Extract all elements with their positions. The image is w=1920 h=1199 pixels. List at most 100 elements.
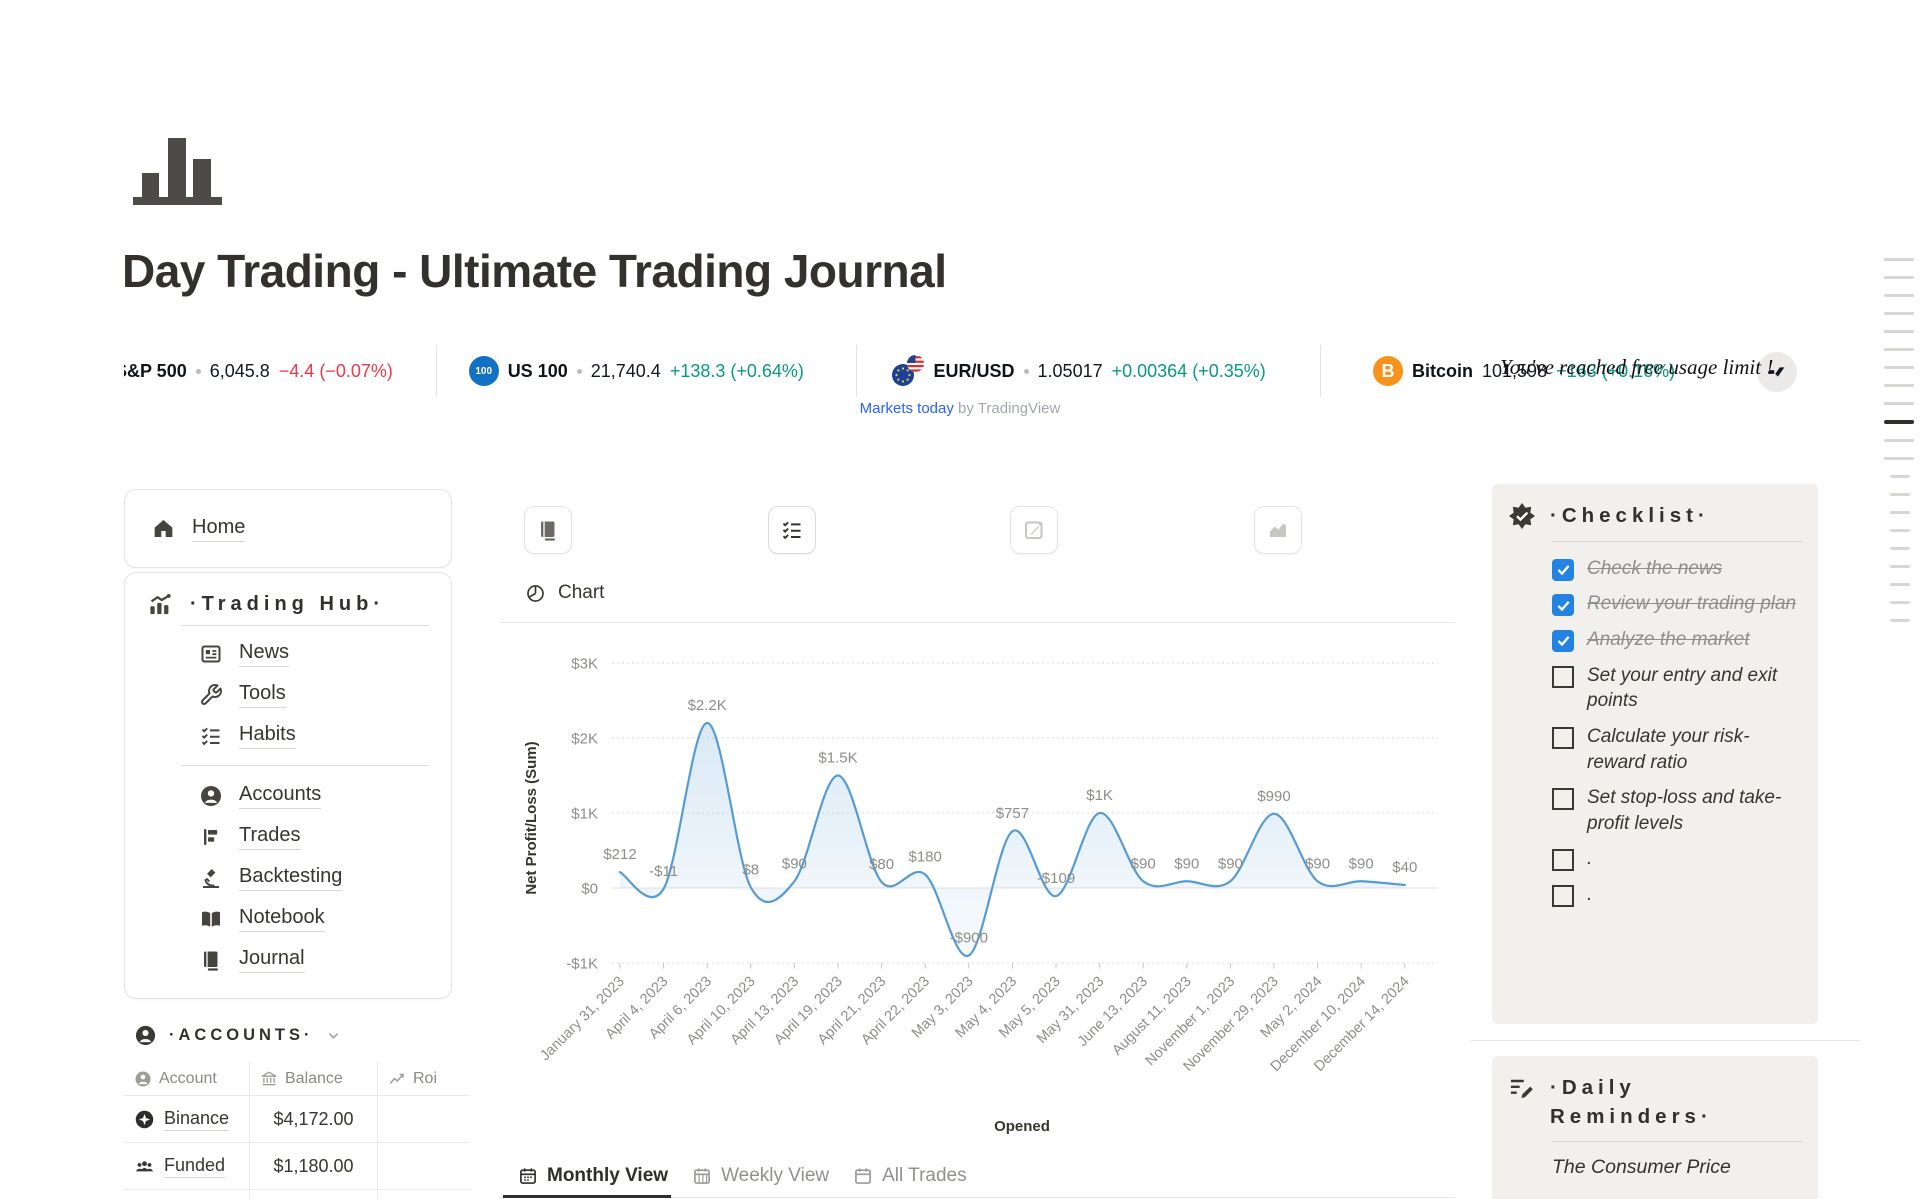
- outline-dash-active[interactable]: [1884, 420, 1914, 424]
- chevron-down-icon[interactable]: [326, 1028, 341, 1043]
- checklist-item: .: [1552, 882, 1802, 908]
- calendar-icon: [692, 1166, 712, 1186]
- checkbox-checked[interactable]: [1552, 558, 1574, 581]
- ticker-bitcoin[interactable]: B Bitcoin 101,598 +163 (+0.16%): [1321, 345, 1796, 397]
- svg-text:$90: $90: [1349, 855, 1374, 872]
- sidebar-item-label[interactable]: Home: [192, 516, 246, 542]
- outline-dash[interactable]: [1890, 493, 1910, 496]
- account-link[interactable]: Binance: [164, 1108, 230, 1131]
- outline-dash[interactable]: [1884, 348, 1914, 351]
- checkbox-unchecked[interactable]: [1552, 849, 1574, 872]
- sidebar-item-label[interactable]: Habits: [239, 723, 296, 749]
- balance-cell[interactable]: $900.00: [250, 1190, 378, 1199]
- sidebar-item-backtesting[interactable]: Backtesting: [199, 863, 343, 893]
- column-header-roi[interactable]: Roi: [378, 1062, 470, 1095]
- checklist-item-label: .: [1587, 884, 1593, 906]
- account-link[interactable]: Funded: [164, 1155, 226, 1178]
- balance-cell[interactable]: $4,172.00: [250, 1096, 378, 1142]
- svg-text:August 11, 2023: August 11, 2023: [1109, 974, 1194, 1059]
- checkbox-checked[interactable]: [1552, 594, 1574, 617]
- outline-dash[interactable]: [1884, 366, 1914, 369]
- nav-shortcut-checklist-button[interactable]: [768, 506, 816, 554]
- balance-cell[interactable]: $1,180.00: [250, 1143, 378, 1189]
- page-title: Day Trading - Ultimate Trading Journal: [122, 245, 947, 297]
- accounts-section-toggle[interactable]: ·ACCOUNTS·: [134, 1024, 341, 1047]
- nav-shortcut-chart-button[interactable]: [1254, 506, 1302, 554]
- page-outline-indicator[interactable]: [1884, 258, 1914, 637]
- nav-shortcut-compose-button[interactable]: [1010, 506, 1058, 554]
- checkbox-unchecked[interactable]: [1552, 665, 1574, 688]
- outline-dash[interactable]: [1890, 547, 1910, 550]
- sidebar-item-accounts[interactable]: Accounts: [199, 781, 322, 811]
- svg-text:$757: $757: [996, 805, 1029, 822]
- ticker-sp500[interactable]: S&P 500 6,045.8 −4.4 (−0.07%): [124, 345, 437, 397]
- tradingview-logo[interactable]: [1757, 352, 1797, 392]
- ticker-eurusd[interactable]: EUR/USD 1.05017 +0.00364 (+0.35%): [857, 345, 1322, 397]
- svg-text:$1K: $1K: [1086, 787, 1113, 804]
- journal-book-icon: [536, 518, 560, 542]
- outline-dash[interactable]: [1884, 457, 1914, 460]
- divider: [1552, 1141, 1802, 1143]
- roi-cell[interactable]: [378, 1096, 470, 1142]
- divider: [500, 622, 1455, 623]
- outline-dash[interactable]: [1884, 312, 1914, 315]
- checkbox-checked[interactable]: [1552, 629, 1574, 652]
- outline-dash[interactable]: [1884, 294, 1914, 297]
- sidebar-item-label[interactable]: Accounts: [239, 783, 322, 809]
- outline-dash[interactable]: [1890, 511, 1910, 514]
- outline-dash[interactable]: [1884, 276, 1914, 279]
- account-cell[interactable]: Binance: [124, 1096, 250, 1142]
- outline-dash[interactable]: [1884, 439, 1914, 442]
- sidebar-item-home[interactable]: Home: [124, 489, 452, 568]
- outline-dash[interactable]: [1884, 384, 1914, 387]
- sidebar-item-label[interactable]: Journal: [239, 947, 305, 973]
- sidebar-item-news[interactable]: News: [199, 639, 290, 669]
- svg-text:$212: $212: [603, 846, 636, 863]
- sidebar-item-notebook[interactable]: Notebook: [199, 904, 325, 934]
- ticker-us100[interactable]: 100 US 100 21,740.4 +138.3 (+0.64%): [437, 345, 857, 397]
- tab-weekly-view[interactable]: Weekly View: [692, 1165, 829, 1187]
- outline-dash[interactable]: [1884, 330, 1914, 333]
- account-cell[interactable]: [124, 1190, 250, 1199]
- checkbox-unchecked[interactable]: [1552, 788, 1574, 811]
- checklist-item: Analyze the market: [1552, 627, 1802, 653]
- sidebar-item-journal[interactable]: Journal: [199, 945, 305, 975]
- checkbox-unchecked[interactable]: [1552, 885, 1574, 908]
- sidebar-item-label[interactable]: Tools: [239, 682, 286, 708]
- outline-dash[interactable]: [1890, 619, 1910, 622]
- sidebar-item-label[interactable]: News: [239, 641, 290, 667]
- markets-today-link[interactable]: Markets today: [859, 400, 954, 417]
- roi-cell[interactable]: [378, 1190, 470, 1199]
- sidebar-item-label[interactable]: Notebook: [239, 906, 325, 932]
- svg-text:$2K: $2K: [571, 731, 598, 748]
- table-row: Binance $4,172.00: [124, 1095, 470, 1142]
- sidebar-item-label[interactable]: Backtesting: [239, 865, 343, 891]
- tab-label: All Trades: [882, 1165, 967, 1186]
- area-chart-icon: [1266, 518, 1290, 542]
- outline-dash[interactable]: [1884, 258, 1914, 261]
- checklist-item: Calculate your risk-reward ratio: [1552, 724, 1802, 775]
- outline-dash[interactable]: [1890, 565, 1910, 568]
- outline-dash[interactable]: [1890, 583, 1910, 586]
- outline-dash[interactable]: [1890, 475, 1910, 478]
- checklist-panel: ·Checklist· Check the news Review your tr…: [1492, 484, 1818, 1024]
- outline-dash[interactable]: [1890, 529, 1910, 532]
- sidebar-item-habits[interactable]: Habits: [199, 721, 296, 751]
- profit-chart[interactable]: $3K $2K $1K $0 -$1K $212 -$11 $2.2K $8 $90 $1.5K $8…: [500, 630, 1460, 1142]
- nav-shortcut-journal-button[interactable]: [524, 506, 572, 554]
- outline-dash[interactable]: [1884, 402, 1914, 405]
- sidebar-item-trades[interactable]: Trades: [199, 822, 301, 852]
- tab-monthly-view[interactable]: Monthly View: [518, 1165, 668, 1187]
- account-cell[interactable]: Funded: [124, 1143, 250, 1189]
- sidebar-item-tools[interactable]: Tools: [199, 680, 286, 710]
- outline-dash[interactable]: [1890, 601, 1910, 604]
- sidebar-item-label[interactable]: Trades: [239, 824, 301, 850]
- roi-cell[interactable]: [378, 1143, 470, 1189]
- ticker-change: +163 (+0.16%): [1556, 360, 1676, 381]
- checkbox-unchecked[interactable]: [1552, 726, 1574, 749]
- tab-all-trades[interactable]: All Trades: [853, 1165, 967, 1187]
- column-header-balance[interactable]: Balance: [250, 1062, 378, 1095]
- market-ticker[interactable]: S&P 500 6,045.8 −4.4 (−0.07%) 100 US 100…: [124, 345, 1796, 397]
- divider: [1470, 1040, 1860, 1041]
- column-header-account[interactable]: Account: [124, 1062, 250, 1095]
